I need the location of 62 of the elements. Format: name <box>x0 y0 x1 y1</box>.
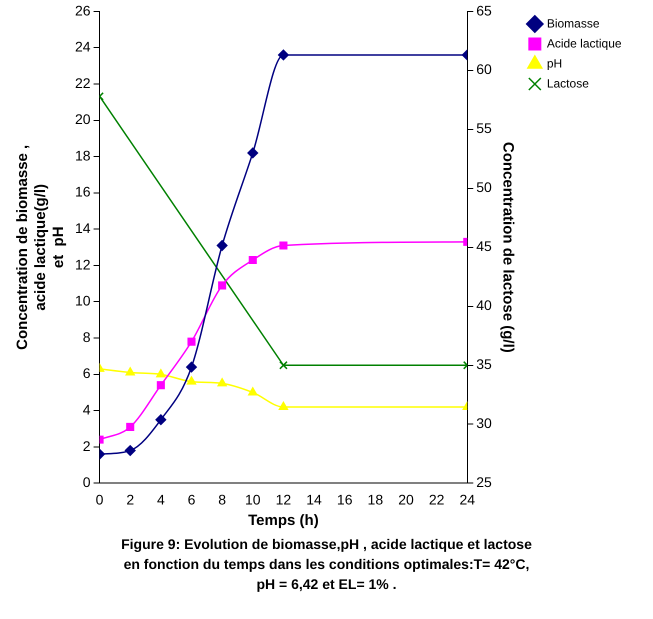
y-tick-label: 0 <box>82 474 91 490</box>
y2-tick-label: 40 <box>476 297 492 314</box>
point <box>186 362 197 373</box>
x-tick-label: 8 <box>218 491 226 508</box>
point <box>278 401 288 410</box>
y-tick-label: 2 <box>82 438 91 454</box>
y-tick-label: 16 <box>74 184 91 200</box>
y-tick-label: 10 <box>74 292 91 309</box>
point <box>186 376 196 385</box>
point <box>216 240 228 251</box>
point <box>187 338 196 346</box>
x-tick-label: 4 <box>156 491 165 508</box>
point <box>125 367 136 376</box>
y-tick-label: 14 <box>74 220 91 236</box>
y-tick-label: 18 <box>74 147 91 164</box>
legend-label: pH <box>546 56 562 70</box>
point <box>248 386 258 396</box>
y2-tick-label: 60 <box>476 61 492 78</box>
x-tick-label: 0 <box>96 491 104 508</box>
x-tick-label: 14 <box>306 491 322 508</box>
point <box>218 281 226 290</box>
y2-tick-label: 25 <box>476 474 492 490</box>
legend-label: Biomasse <box>546 16 600 30</box>
y-tick-label: 22 <box>74 74 91 91</box>
point <box>126 422 134 431</box>
x-axis-title: Temps (h) <box>248 512 319 530</box>
point <box>279 241 288 250</box>
legend-label: Acide lactique <box>546 36 622 50</box>
point <box>155 414 166 426</box>
y2-tick-label: 50 <box>476 179 492 196</box>
y2-tick-label: 55 <box>476 120 492 136</box>
x-tick-label: 10 <box>244 491 261 508</box>
y2-tick-label: 45 <box>476 238 492 254</box>
point <box>217 378 227 386</box>
x-tick-label: 16 <box>336 491 353 508</box>
y2-tick-label: 30 <box>476 415 492 432</box>
x-tick-label: 6 <box>188 491 196 508</box>
x-tick-label: 24 <box>459 491 476 508</box>
y-tick-label: 12 <box>74 256 91 272</box>
point <box>156 368 166 378</box>
x-tick-label: 22 <box>428 491 445 508</box>
y-tick-label: 4 <box>82 401 91 418</box>
y2-axis-title: Concentration de lactose (g/l) <box>500 142 517 353</box>
y-tick-label: 8 <box>82 328 91 345</box>
x-tick-label: 20 <box>398 491 414 508</box>
y-tick-label: 6 <box>82 365 91 382</box>
x-tick-label: 12 <box>276 491 292 508</box>
y-tick-label: 20 <box>74 111 91 128</box>
x-tick-label: 2 <box>126 491 134 508</box>
y-axis-title: Concentration de biomasse , acide lactique(g/l) et pH <box>14 144 68 350</box>
legend-label: Lactose <box>546 76 590 90</box>
y-tick-label: 24 <box>74 38 91 55</box>
point <box>278 49 289 60</box>
y-tick-label: 26 <box>74 2 91 18</box>
point <box>248 256 257 264</box>
point <box>124 445 136 456</box>
y2-tick-label: 65 <box>476 2 492 18</box>
caption: Figure 9: Evolution de biomasse,pH , acide lactique et lactose en fonction du temps dans les conditions optimales:T= 42°C, pH = 6,42 et EL= 1% . <box>120 535 533 594</box>
point <box>247 147 258 158</box>
point <box>156 381 165 390</box>
y2-tick-label: 35 <box>476 356 492 372</box>
x-tick-label: 18 <box>368 491 384 508</box>
